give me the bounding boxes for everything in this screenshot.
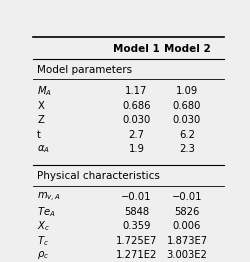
Text: 1.09: 1.09: [175, 86, 197, 96]
Text: 3.003E2: 3.003E2: [166, 250, 206, 260]
Text: 6.2: 6.2: [178, 130, 194, 140]
Text: 5826: 5826: [174, 207, 199, 217]
Text: 2.3: 2.3: [178, 144, 194, 154]
Text: −0.01: −0.01: [171, 192, 202, 202]
Text: $m_{v,A}$: $m_{v,A}$: [37, 191, 61, 204]
Text: Model parameters: Model parameters: [37, 65, 132, 75]
Text: $X_c$: $X_c$: [37, 219, 50, 233]
Text: Model 1: Model 1: [112, 43, 159, 54]
Text: 1.271E2: 1.271E2: [115, 250, 156, 260]
Text: $T_c$: $T_c$: [37, 234, 49, 248]
Text: 0.006: 0.006: [172, 221, 201, 231]
Text: 2.7: 2.7: [128, 130, 144, 140]
Text: 1.17: 1.17: [125, 86, 147, 96]
Text: 5848: 5848: [123, 207, 148, 217]
Text: X: X: [37, 101, 44, 111]
Text: 0.680: 0.680: [172, 101, 201, 111]
Text: t: t: [37, 130, 41, 140]
Text: 0.030: 0.030: [122, 115, 150, 125]
Text: −0.01: −0.01: [121, 192, 151, 202]
Text: 1.725E7: 1.725E7: [115, 236, 156, 246]
Text: Model 2: Model 2: [163, 43, 210, 54]
Text: 0.686: 0.686: [122, 101, 150, 111]
Text: Z: Z: [37, 115, 44, 125]
Text: 1.873E7: 1.873E7: [166, 236, 207, 246]
Text: Physical characteristics: Physical characteristics: [37, 171, 160, 181]
Text: $M_A$: $M_A$: [37, 84, 52, 98]
Text: 0.359: 0.359: [122, 221, 150, 231]
Text: 1.9: 1.9: [128, 144, 144, 154]
Text: $\rho_c$: $\rho_c$: [37, 249, 49, 261]
Text: 0.030: 0.030: [172, 115, 200, 125]
Text: $Te_A$: $Te_A$: [37, 205, 56, 219]
Text: $\alpha_A$: $\alpha_A$: [37, 143, 50, 155]
